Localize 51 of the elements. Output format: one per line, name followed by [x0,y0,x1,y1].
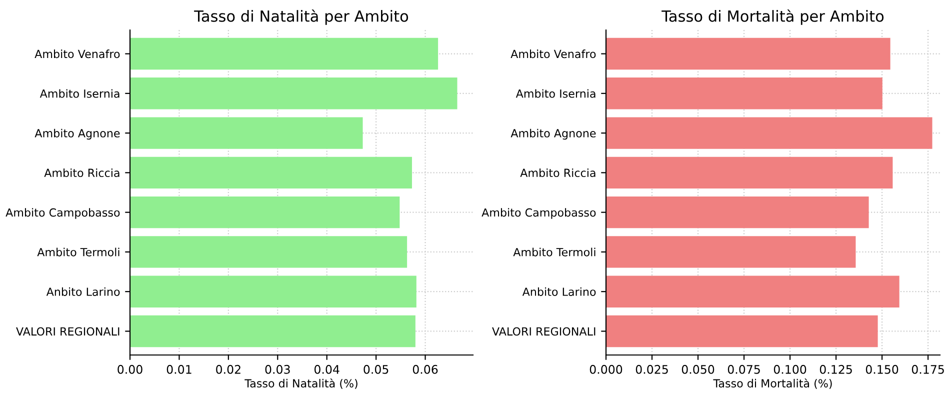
bar [130,276,416,308]
bar [130,236,408,268]
x-tick-label: 0.00 [118,364,142,374]
x-tick-label: 0.04 [314,364,340,374]
y-tick-label: Ambito Venafro [34,50,120,58]
bar [130,196,400,228]
bar [606,236,856,268]
bar [606,315,878,348]
x-tick-label: 0.075 [728,364,760,374]
x-tick-label: 0.150 [866,364,898,374]
y-tick-label: Ambito Campobasso [6,208,120,219]
x-axis-title: Tasso di Natalità (%) [244,378,358,389]
bar [130,156,412,189]
y-tick-label: Ambito Termoli [513,248,596,256]
y-tick-label: Ambito Isernia [516,89,596,98]
bar [130,315,416,348]
y-tick-label: Ambito Isernia [40,89,120,98]
x-tick-label: 0.03 [265,364,290,374]
y-tick-label: VALORI REGIONALI [492,327,596,336]
bar [606,38,890,70]
x-tick-label: 0.050 [682,364,714,374]
x-axis-title: Tasso di Mortalità (%) [713,378,832,389]
x-tick-label: 0.02 [216,364,240,374]
y-tick-label: Ambito Agnone [510,128,596,140]
y-tick-label: Ambito Termoli [37,248,120,256]
x-tick-label: 0.05 [364,364,388,374]
bar [606,276,900,308]
y-tick-label: Ambito Riccia [44,168,120,178]
y-tick-label: Ambito Venafro [510,50,596,58]
y-tick-label: Ambito Riccia [520,168,596,178]
bar [130,38,438,70]
x-tick-label: 0.06 [412,364,438,374]
y-tick-label: Anbito Larino [522,287,596,296]
y-tick-label: Ambito Agnone [34,128,120,140]
x-tick-label: 0.100 [774,364,806,374]
x-tick-label: 0.125 [820,364,852,374]
y-tick-label: Ambito Campobasso [482,208,596,219]
chart-title: Tasso di Mortalità per Ambito [662,9,884,25]
x-tick-label: 0.025 [636,364,668,374]
x-tick-label: 0.175 [912,364,944,374]
x-tick-label: 0.01 [166,364,192,374]
bar [606,78,882,110]
bar [130,117,363,149]
bar [130,78,458,110]
chart-title: Tasso di Natalità per Ambito [194,9,408,25]
y-tick-label: VALORI REGIONALI [16,327,120,336]
x-tick-label: 0.000 [590,364,622,374]
bar [606,156,893,189]
bar [606,117,932,149]
y-tick-label: Anbito Larino [46,287,120,296]
bar [606,196,869,228]
